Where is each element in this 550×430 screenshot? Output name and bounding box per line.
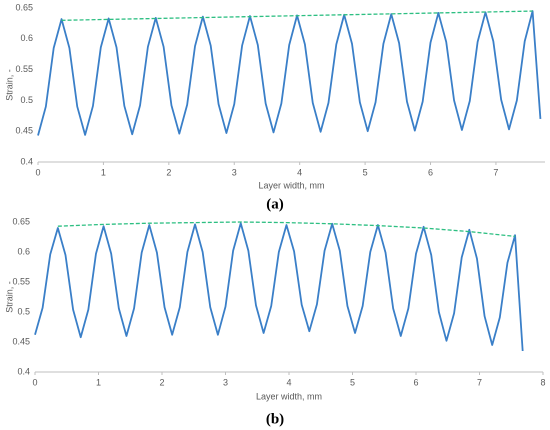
y-tick-label: 0.5 <box>20 95 33 105</box>
x-tick-label: 2 <box>166 167 171 177</box>
x-tick-label: 7 <box>493 167 498 177</box>
y-tick-label: 0.45 <box>15 126 33 136</box>
data-line <box>34 222 524 352</box>
x-tick-label: 4 <box>286 377 291 387</box>
panel-label: (b) <box>266 411 284 427</box>
x-tick-label: 1 <box>96 377 101 387</box>
y-tick-label: 0.4 <box>20 156 33 166</box>
x-tick-label: 5 <box>363 167 368 177</box>
y-axis-label: Strain, - <box>4 281 14 313</box>
y-tick-label: 0.65 <box>12 216 30 226</box>
y-tick-label: 0.55 <box>12 276 30 286</box>
x-tick-label: 6 <box>413 377 418 387</box>
y-tick-label: 0.45 <box>12 336 30 346</box>
trend-line <box>57 221 516 238</box>
x-tick-label: 1 <box>101 167 106 177</box>
x-tick-label: 6 <box>428 167 433 177</box>
x-tick-label: 5 <box>350 377 355 387</box>
x-tick-label: 3 <box>232 167 237 177</box>
x-axis-label: Layer width, mm <box>256 391 322 401</box>
y-tick-label: 0.6 <box>20 33 33 43</box>
y-tick-label: 0.4 <box>17 366 30 376</box>
x-tick-label: 3 <box>223 377 228 387</box>
y-tick-label: 0.55 <box>15 64 33 74</box>
data-line <box>37 10 542 136</box>
x-tick-label: 2 <box>159 377 164 387</box>
y-tick-label: 0.65 <box>15 2 33 12</box>
x-tick-label: 0 <box>35 167 40 177</box>
panel-label: (a) <box>266 196 284 212</box>
x-tick-label: 4 <box>297 167 302 177</box>
x-tick-label: 8 <box>540 377 545 387</box>
x-axis-label: Layer width, mm <box>258 180 324 190</box>
y-tick-label: 0.6 <box>17 246 30 256</box>
trend-line <box>61 10 533 21</box>
x-tick-label: 7 <box>477 377 482 387</box>
x-tick-label: 0 <box>32 377 37 387</box>
y-tick-label: 0.5 <box>17 306 30 316</box>
y-axis-label: Strain, - <box>4 69 14 101</box>
